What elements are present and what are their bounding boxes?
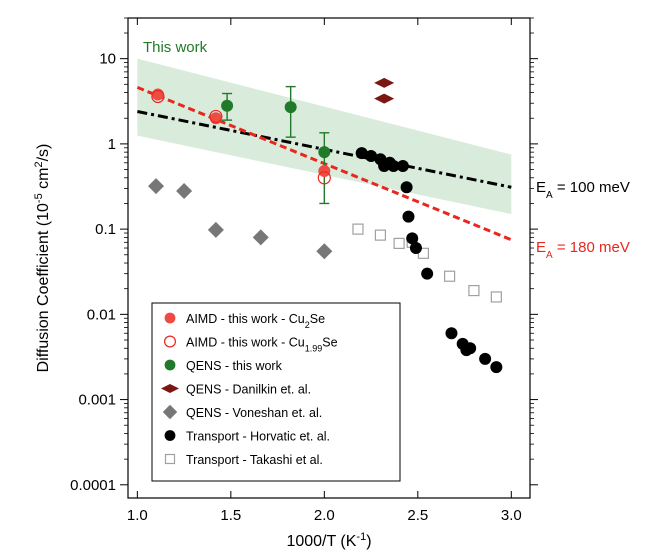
- point-5-10: [409, 242, 422, 255]
- legend-marker-0: [164, 312, 176, 324]
- legend: AIMD - this work - Cu2Se AIMD - this wor…: [151, 302, 401, 482]
- legend-box: [151, 302, 401, 482]
- point-5-5: [378, 160, 391, 173]
- point-2-1: [284, 101, 297, 114]
- x-tick-label-2: 2.0: [314, 507, 335, 524]
- legend-label-qens-voneshan: QENS - Voneshan et. al.: [186, 406, 322, 420]
- point-5-11: [421, 267, 434, 280]
- point-5-6: [387, 160, 400, 173]
- series-1: [151, 89, 331, 185]
- legend-label-qens-this-work: QENS - this work: [186, 359, 283, 373]
- point-5-7: [400, 181, 413, 194]
- point-6-5: [444, 270, 456, 282]
- legend-marker-1: [164, 335, 177, 348]
- point-6-7: [490, 291, 502, 303]
- fit-label-180mev: EA = 180 meV: [536, 239, 630, 261]
- x-tick-label-1: 1.5: [220, 507, 241, 524]
- point-4-0: [148, 178, 165, 195]
- legend-marker-4: [162, 404, 178, 420]
- point-1-1: [209, 109, 223, 124]
- point-5-9: [406, 232, 419, 245]
- series-5: [355, 147, 503, 374]
- legend-marker-5: [164, 430, 176, 441]
- fit-label-100mev: EA = 100 meV: [536, 179, 630, 201]
- y-tick-label-3: 0.01: [87, 306, 116, 323]
- point-1-0: [151, 89, 165, 104]
- axes-layer: 1.0 1.5 2.0 2.5 3.0 10 1 0.1 0.01 0.001 0.0001: [70, 17, 538, 524]
- x-tick-label-4: 3.0: [501, 507, 522, 524]
- annotation-this-work: This work: [143, 39, 208, 56]
- series-3: [374, 77, 395, 104]
- legend-label-aimd-cu199se: AIMD - this work - Cu1.99Se: [186, 336, 338, 354]
- legend-markers: [161, 312, 179, 465]
- point-4-3: [252, 229, 269, 246]
- point-3-0: [374, 77, 395, 88]
- point-6-6: [468, 284, 480, 297]
- point-5-4: [396, 160, 409, 173]
- point-3-1: [374, 93, 395, 104]
- point-5-15: [464, 342, 477, 355]
- point-0-2: [318, 165, 331, 178]
- point-5-17: [490, 361, 503, 374]
- point-5-8: [402, 210, 415, 223]
- legend-label-aimd-cu2se: AIMD - this work - Cu2Se: [186, 312, 325, 330]
- x-axis-title: 1000/T (K-1): [286, 531, 371, 550]
- y-tick-label-5: 0.0001: [70, 477, 116, 494]
- series-4: [148, 178, 333, 260]
- point-2-2: [318, 146, 331, 159]
- point-4-2: [207, 221, 224, 238]
- point-5-16: [479, 352, 492, 365]
- point-5-0: [355, 147, 368, 160]
- point-6-0: [352, 223, 364, 235]
- y-axis-title: Diffusion Coefficient (10-5 cm2/s): [33, 144, 52, 373]
- point-5-12: [445, 327, 458, 340]
- x-tick-label-3: 2.5: [407, 507, 428, 524]
- point-5-1: [365, 150, 378, 163]
- point-1-2: [317, 171, 331, 185]
- point-6-1: [374, 229, 387, 241]
- legend-marker-3: [161, 384, 179, 393]
- x-tick-label-0: 1.0: [127, 507, 148, 524]
- point-2-0: [221, 99, 234, 112]
- point-4-1: [176, 183, 193, 200]
- legend-label-transport-horvatic: Transport - Horvatic et. al.: [186, 430, 330, 444]
- legend-marker-2: [164, 359, 176, 371]
- legend-label-qens-danilkin: QENS - Danilkin et. al.: [186, 383, 311, 397]
- y-tick-label-0: 10: [99, 51, 116, 68]
- series-6: [352, 223, 502, 303]
- series-2: [221, 85, 331, 205]
- data-points-layer: [148, 77, 503, 374]
- y-tick-label-2: 0.1: [95, 221, 116, 238]
- legend-label-transport-takashi: Transport - Takashi et al.: [186, 453, 323, 467]
- y-tick-label-1: 1: [108, 136, 116, 153]
- legend-marker-6: [164, 453, 176, 465]
- plot-frame: [127, 17, 531, 499]
- y-tick-label-4: 0.001: [78, 392, 116, 409]
- point-6-2: [393, 237, 405, 249]
- point-4-4: [316, 243, 333, 260]
